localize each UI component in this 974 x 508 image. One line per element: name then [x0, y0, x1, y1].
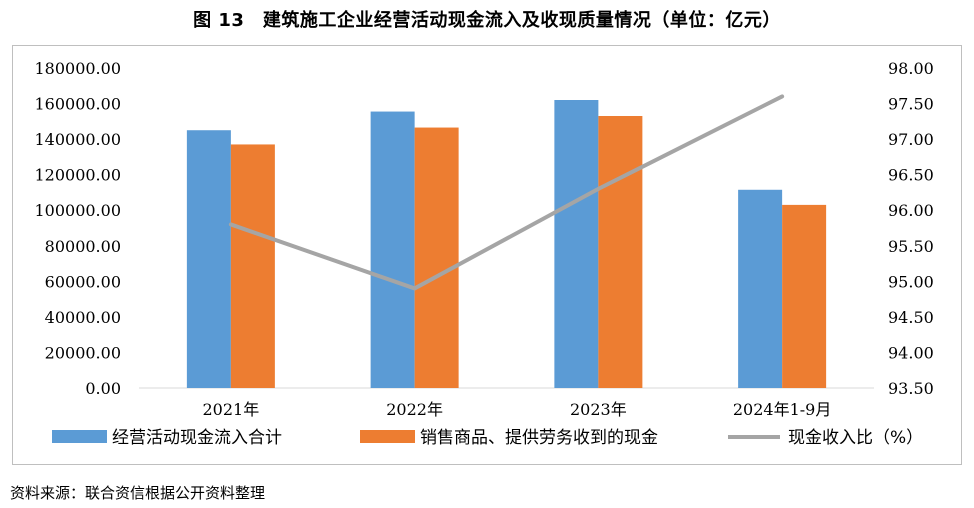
line-cash-ratio	[228, 94, 785, 291]
y-left-tick-label: 0.00	[85, 379, 121, 398]
legend-swatch-inflow	[52, 430, 107, 443]
bar-inflow-total	[186, 130, 231, 388]
y-left-tick-label: 180000.00	[34, 59, 121, 78]
x-tick-label: 2021年	[203, 400, 260, 419]
y-right-tick-label: 96.50	[888, 166, 934, 185]
y-left-tick-label: 140000.00	[34, 130, 121, 149]
y-right-tick-label: 94.50	[888, 308, 934, 327]
bar-inflow-total	[554, 100, 599, 388]
bar-sales-cash	[598, 116, 643, 388]
bar-inflow-total	[738, 189, 783, 388]
y-left-tick-label: 40000.00	[45, 308, 121, 327]
legend-swatch-sales	[360, 430, 415, 443]
chart-canvas: 0.00 20000.00 40000.00 60000.00 80000.00 1000…	[34, 59, 934, 448]
legend-label: 现金收入比（%）	[788, 428, 923, 448]
y-left-tick-label: 20000.00	[45, 343, 121, 362]
bar-inflow-total	[370, 111, 415, 389]
x-tick-label: 2023年	[570, 400, 627, 419]
y-right-tick-label: 96.00	[888, 201, 934, 220]
y-right-tick-label: 95.00	[888, 272, 934, 291]
y-right-tick-label: 95.50	[888, 237, 934, 256]
bar-sales-cash	[414, 127, 459, 389]
y-left-tick-label: 80000.00	[45, 237, 121, 256]
x-tick-label: 2024年1-9月	[733, 400, 832, 419]
x-tick-label: 2022年	[386, 400, 443, 419]
y-left-tick-label: 160000.00	[34, 95, 121, 114]
y-right-tick-label: 93.50	[888, 379, 934, 398]
y-left-tick-label: 120000.00	[34, 166, 121, 185]
y-left-tick-label: 100000.00	[34, 201, 121, 220]
y-right-tick-label: 98.00	[888, 59, 934, 78]
chart-frame	[12, 45, 962, 465]
legend-label: 经营活动现金流入合计	[112, 428, 282, 448]
source-note: 资料来源：联合资信根据公开资料整理	[10, 484, 266, 502]
chart-title: 图 13 建筑施工企业经营活动现金流入及收现质量情况（单位：亿元）	[193, 10, 781, 31]
y-right-tick-label: 97.50	[888, 95, 934, 114]
bar-sales-cash	[782, 204, 827, 388]
bar-sales-cash	[230, 144, 275, 388]
y-right-tick-label: 94.00	[888, 343, 934, 362]
y-right-tick-label: 97.00	[888, 130, 934, 149]
legend-label: 销售商品、提供劳务收到的现金	[420, 428, 658, 448]
y-left-tick-label: 60000.00	[45, 272, 121, 291]
